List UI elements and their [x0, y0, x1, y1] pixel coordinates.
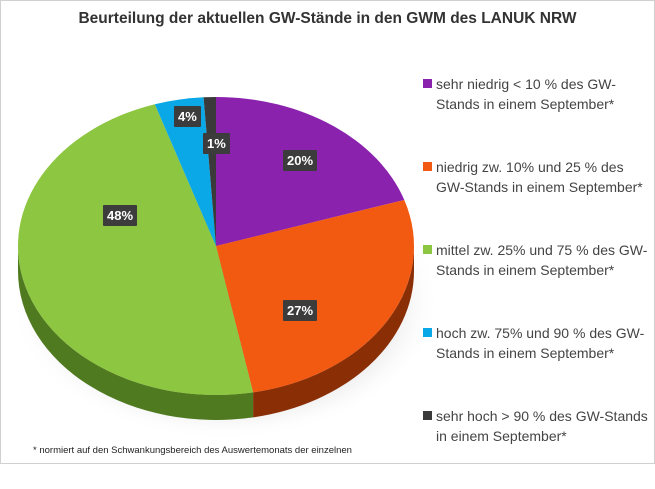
data-label: 27%: [283, 300, 318, 321]
legend-label: sehr hoch > 90 % des GW-Stands in einem …: [436, 408, 648, 444]
legend-item: sehr niedrig < 10 % des GW-Stands in ein…: [421, 74, 653, 157]
footnote: * normiert auf den Schwankungsbereich de…: [33, 445, 352, 456]
legend-label: mittel zw. 25% und 75 % des GW-Stands in…: [436, 242, 648, 278]
pie-slice[interactable]: [216, 97, 405, 246]
legend-item: mittel zw. 25% und 75 % des GW-Stands in…: [421, 240, 653, 323]
pie-slice[interactable]: [17, 104, 254, 396]
pie-slice-side: [253, 246, 414, 418]
data-label: 4%: [174, 106, 201, 127]
legend-swatch: [423, 79, 432, 88]
legend-swatch: [423, 245, 432, 254]
legend-item: niedrig zw. 10% und 25 % des GW-Stands i…: [421, 157, 653, 240]
pie-slice[interactable]: [216, 199, 415, 393]
legend-swatch: [423, 328, 432, 337]
legend-item: sehr hoch > 90 % des GW-Stands in einem …: [421, 406, 653, 489]
legend-label: hoch zw. 75% und 90 % des GW-Stands in e…: [436, 325, 645, 361]
legend-swatch: [423, 411, 432, 420]
pie-chart: [10, 97, 440, 440]
legend-item: hoch zw. 75% und 90 % des GW-Stands in e…: [421, 323, 653, 406]
pie-slice-side: [18, 246, 254, 421]
legend-label: niedrig zw. 10% und 25 % des GW-Stands i…: [436, 159, 643, 195]
data-label: 20%: [283, 150, 318, 171]
chart-title: Beurteilung der aktuellen GW-Stände in d…: [78, 10, 577, 27]
pie-slice[interactable]: [154, 97, 216, 247]
legend-swatch: [423, 162, 432, 171]
data-label: 48%: [103, 205, 138, 226]
legend-label: sehr niedrig < 10 % des GW-Stands in ein…: [436, 76, 616, 112]
legend: sehr niedrig < 10 % des GW-Stands in ein…: [421, 74, 653, 489]
data-label: 1%: [203, 133, 230, 154]
